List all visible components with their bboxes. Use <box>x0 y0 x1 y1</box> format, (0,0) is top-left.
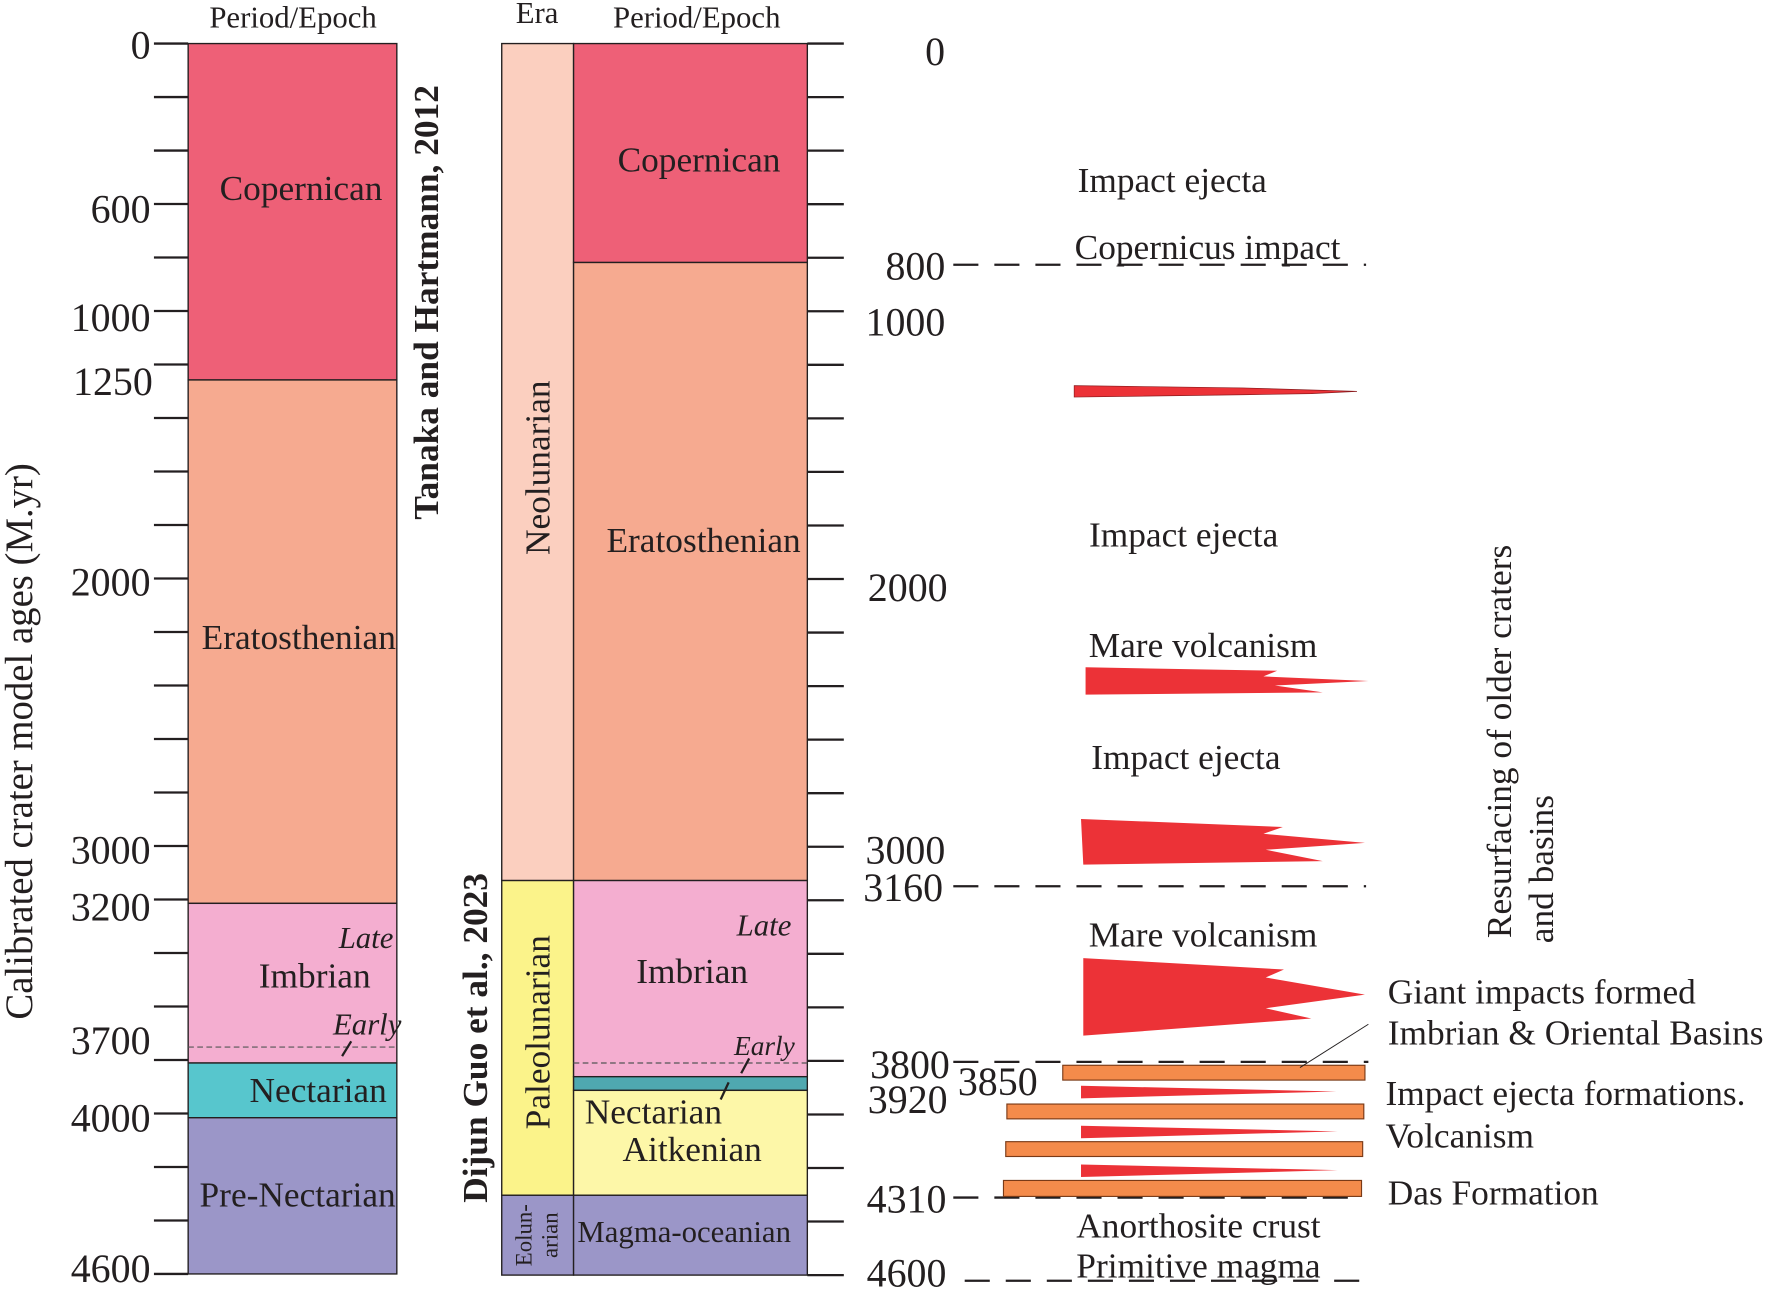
early-leader-line <box>341 1040 353 1057</box>
event-volcanism: Volcanism <box>1385 1116 1534 1155</box>
ejecta-bar <box>1006 1103 1365 1120</box>
tick-label: 3850 <box>958 1059 1038 1104</box>
event-primitive-magma: Primitive magma <box>1076 1246 1321 1285</box>
volcanism-wedge <box>1081 1125 1338 1139</box>
unit-imbrian <box>187 902 398 1064</box>
unit-nectarian <box>572 1075 809 1092</box>
early-leader-line <box>740 1057 751 1074</box>
unit-copernican <box>187 42 398 381</box>
source-guo: Dijun Guo et al., 2023 <box>456 873 495 1203</box>
label-paleolunarian: Paleolunarian <box>519 935 558 1130</box>
tick-label: 2000 <box>71 559 151 604</box>
ejecta-bar <box>1002 1179 1363 1197</box>
axis-title: Calibrated crater model ages (M.yr) <box>0 463 41 1019</box>
era-neolunarian <box>501 42 575 882</box>
tick-label: 4600 <box>71 1246 151 1289</box>
label-eolunarian-1: Eolun- <box>511 1204 536 1266</box>
era-paleolunarian <box>501 879 575 1196</box>
volcanism-wedge <box>1083 958 1365 1036</box>
right-timescale: Dijun Guo et al., 2023 Era Period/Epoch … <box>456 0 1038 1289</box>
source-tanaka-hartmann: Tanaka and Hartmann, 2012 <box>407 85 446 520</box>
event-impact-ejecta-formations: Impact ejecta formations. <box>1385 1074 1745 1113</box>
tick-label: 4600 <box>867 1250 947 1289</box>
tick-label: 3000 <box>866 827 946 872</box>
event-copernicus-impact: Copernicus impact <box>1075 228 1341 267</box>
label-early: Early <box>733 1031 796 1061</box>
label-magma-oceanian: Magma-oceanian <box>577 1215 791 1249</box>
event-anorthosite-crust: Anorthosite crust <box>1076 1206 1320 1245</box>
tick-label: 3160 <box>863 865 943 910</box>
resurfacing-label-2: and basins <box>1522 795 1561 943</box>
label-nectarian: Nectarian <box>249 1071 387 1110</box>
tick-label: 4310 <box>867 1176 947 1221</box>
tick-label: 3920 <box>868 1077 948 1122</box>
event-impact-ejecta: Impact ejecta <box>1089 515 1279 554</box>
event-impact-ejecta: Impact ejecta <box>1078 161 1268 200</box>
event-mare-volcanism: Mare volcanism <box>1089 626 1318 665</box>
label-nectarian: Nectarian <box>585 1092 723 1131</box>
label-eratosthenian: Eratosthenian <box>202 618 397 657</box>
unit-imbrian <box>572 879 809 1078</box>
volcanism-wedge <box>1081 1164 1338 1178</box>
unit-eratosthenian <box>187 379 398 905</box>
label-late: Late <box>736 908 792 942</box>
nectarian-leader-line <box>719 1081 730 1100</box>
tick-label: 3800 <box>870 1042 950 1087</box>
volcanism-wedge <box>1081 818 1365 865</box>
left-header: Period/Epoch <box>209 1 376 35</box>
era-eolunarian <box>501 1194 575 1276</box>
ejecta-bar <box>1005 1141 1364 1158</box>
label-eratosthenian: Eratosthenian <box>606 521 801 560</box>
period-header: Period/Epoch <box>613 1 780 35</box>
label-neolunarian: Neolunarian <box>519 380 558 555</box>
event-impact-ejecta: Impact ejecta <box>1091 738 1281 777</box>
event-giant-impacts-basins: Imbrian & Oriental Basins <box>1388 1014 1764 1053</box>
tick-label: 1000 <box>866 299 946 344</box>
tick-label: 0 <box>925 29 945 74</box>
volcanism-wedge <box>1081 1085 1337 1099</box>
unit-nectarian <box>187 1062 398 1119</box>
label-copernican: Copernican <box>220 169 383 208</box>
label-aitkenian: Aitkenian <box>623 1130 763 1169</box>
resurfacing-label-1: Resurfacing of older craters <box>1480 545 1519 938</box>
label-early: Early <box>332 1007 402 1041</box>
volcanism-wedge <box>1085 667 1369 695</box>
label-imbrian: Imbrian <box>636 952 748 991</box>
left-timescale: Period/Epoch Calibrated crater model age… <box>0 1 446 1289</box>
label-eolunarian-2: arian <box>538 1212 563 1258</box>
giant-impacts-leader-line <box>1299 1023 1369 1068</box>
ejecta-bar <box>1062 1064 1366 1081</box>
tick-label: 1000 <box>71 295 151 340</box>
unit-magma-oceanian <box>572 1194 809 1276</box>
tick-label: 600 <box>91 187 151 232</box>
label-imbrian: Imbrian <box>259 957 371 996</box>
unit-aitkenian <box>572 1089 809 1196</box>
label-late: Late <box>338 921 394 955</box>
event-das-formation: Das Formation <box>1388 1173 1599 1212</box>
tick-label: 3000 <box>71 827 151 872</box>
label-pre-nectarian: Pre-Nectarian <box>200 1176 396 1215</box>
unit-pre-nectarian <box>187 1117 398 1275</box>
tick-label: 0 <box>131 22 151 67</box>
label-copernican: Copernican <box>618 140 781 179</box>
right-ticks <box>807 42 844 1277</box>
tick-label: 3200 <box>71 884 151 929</box>
left-ticks <box>153 42 189 1276</box>
unit-eratosthenian <box>572 261 809 882</box>
volcanism-wedge <box>1073 385 1357 398</box>
event-giant-impacts: Giant impacts formed <box>1388 973 1696 1012</box>
tick-label: 4000 <box>71 1095 151 1140</box>
tick-label: 3700 <box>71 1018 151 1063</box>
event-mare-volcanism: Mare volcanism <box>1089 916 1318 955</box>
events-panel: Impact ejecta Copernicus impact Impact e… <box>953 161 1764 1285</box>
tick-label: 800 <box>885 244 945 289</box>
tick-label: 1250 <box>73 359 153 404</box>
era-header: Era <box>516 0 559 30</box>
tick-label: 2000 <box>868 565 948 610</box>
